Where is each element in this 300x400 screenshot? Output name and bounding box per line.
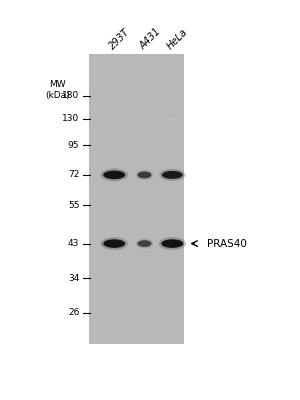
Ellipse shape [137, 172, 152, 178]
Text: 72: 72 [68, 170, 79, 179]
Text: PRAS40: PRAS40 [207, 238, 247, 248]
Ellipse shape [136, 238, 153, 249]
Ellipse shape [100, 237, 128, 250]
Ellipse shape [159, 169, 185, 181]
Text: 180: 180 [62, 91, 79, 100]
Text: HeLa: HeLa [165, 26, 190, 51]
Ellipse shape [158, 237, 186, 250]
Ellipse shape [165, 117, 180, 121]
Text: 130: 130 [62, 114, 79, 123]
Ellipse shape [162, 171, 183, 179]
Text: MW
(kDa): MW (kDa) [45, 80, 70, 100]
Ellipse shape [103, 239, 125, 248]
Text: 26: 26 [68, 308, 79, 317]
Ellipse shape [103, 170, 125, 179]
Ellipse shape [137, 240, 152, 247]
Ellipse shape [136, 170, 153, 180]
Ellipse shape [137, 117, 152, 121]
Ellipse shape [161, 239, 183, 248]
Text: 34: 34 [68, 274, 79, 282]
Text: 43: 43 [68, 239, 79, 248]
Text: 95: 95 [68, 140, 79, 150]
Text: 293T: 293T [107, 26, 132, 51]
Ellipse shape [100, 168, 128, 181]
Text: 55: 55 [68, 200, 79, 210]
Bar [89, 54, 184, 344]
Text: A431: A431 [137, 26, 162, 51]
